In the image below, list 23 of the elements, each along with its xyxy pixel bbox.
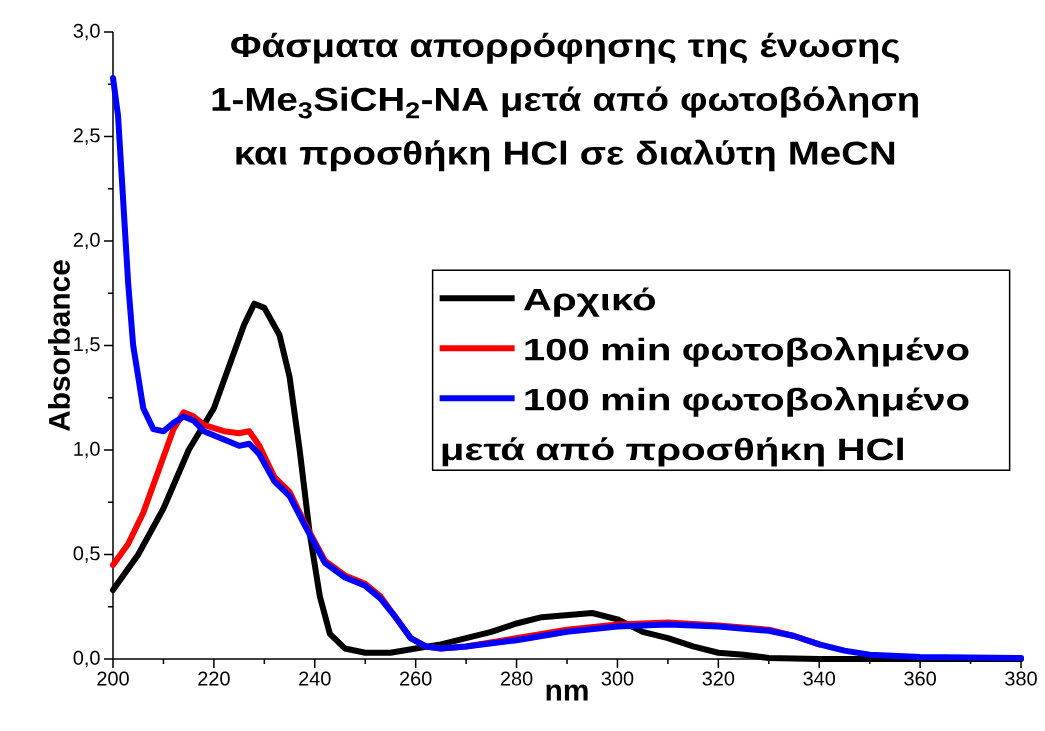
x-tick-label: 220 (198, 671, 230, 686)
y-axis-title: Absorbance (47, 260, 70, 432)
x-tick-label: 200 (97, 671, 129, 686)
y-tick-label: 0,5 (73, 546, 100, 563)
x-tick-label: 240 (299, 671, 331, 686)
y-tick-label: 1,5 (74, 337, 100, 354)
x-tick-label: 280 (500, 671, 533, 686)
y-tick-label: 2,0 (73, 232, 100, 250)
x-tick-label: 260 (400, 671, 432, 686)
y-tick-label: 2,5 (73, 128, 100, 145)
y-tick-label: 3,0 (73, 23, 100, 41)
legend-label: 100 min φωτοβολημένο (525, 337, 969, 367)
legend-label: 100 min φωτοβολημένο μετά από προσθήκη HCl (442, 387, 969, 467)
x-tick-label: 380 (1005, 671, 1037, 686)
x-tick-label: 360 (904, 671, 936, 686)
legend-label: Αρχικό (523, 287, 655, 317)
text: Φάσματα απορρόφησης της ένωσης 1-Me$_{3}$SiCH$_{2}$-NA μετά από φωτοβόληση και προσθήκη HCl σε διαλύτη MeCN (212, 32, 918, 172)
x-tick-label: 340 (803, 671, 836, 686)
x-tick-label: 300 (601, 671, 634, 686)
x-tick-label: 320 (702, 671, 735, 686)
x-axis-title: nm (546, 684, 588, 701)
y-tick-label: 0,0 (73, 650, 100, 668)
y-tick-label: 1,0 (74, 441, 100, 459)
